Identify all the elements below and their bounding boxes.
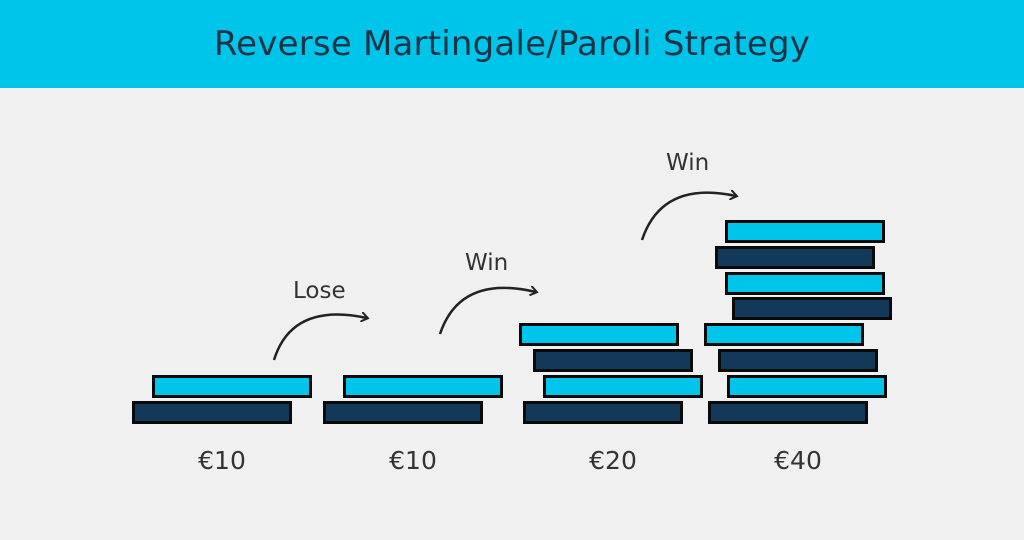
chip-dark <box>523 401 683 424</box>
stake-amount: €10 <box>389 446 437 475</box>
chip-light <box>152 375 312 398</box>
arrow-lose <box>272 315 367 361</box>
chip-light <box>543 375 703 398</box>
stake-amount: €20 <box>589 446 637 475</box>
chip-dark <box>533 349 693 372</box>
title-banner: Reverse Martingale/Paroli Strategy <box>0 0 1024 88</box>
chip-dark <box>132 401 292 424</box>
page-title: Reverse Martingale/Paroli Strategy <box>213 24 811 64</box>
arrow-win-2 <box>640 193 736 241</box>
chip-light <box>727 375 887 398</box>
chip-light <box>725 220 885 243</box>
arrow-win-1 <box>438 288 536 335</box>
chip-light <box>704 323 864 346</box>
chip-dark <box>715 246 875 269</box>
transition-label: Lose <box>293 278 346 304</box>
stake-amount: €40 <box>774 446 822 475</box>
chip-dark <box>323 401 483 424</box>
chip-dark <box>708 401 868 424</box>
chip-dark <box>732 297 892 320</box>
chip-light <box>725 272 885 295</box>
stake-amount: €10 <box>198 446 246 475</box>
transition-label: Win <box>465 250 509 276</box>
transition-label: Win <box>666 150 710 176</box>
chip-light <box>519 323 679 346</box>
chip-dark <box>718 349 878 372</box>
chip-light <box>343 375 503 398</box>
